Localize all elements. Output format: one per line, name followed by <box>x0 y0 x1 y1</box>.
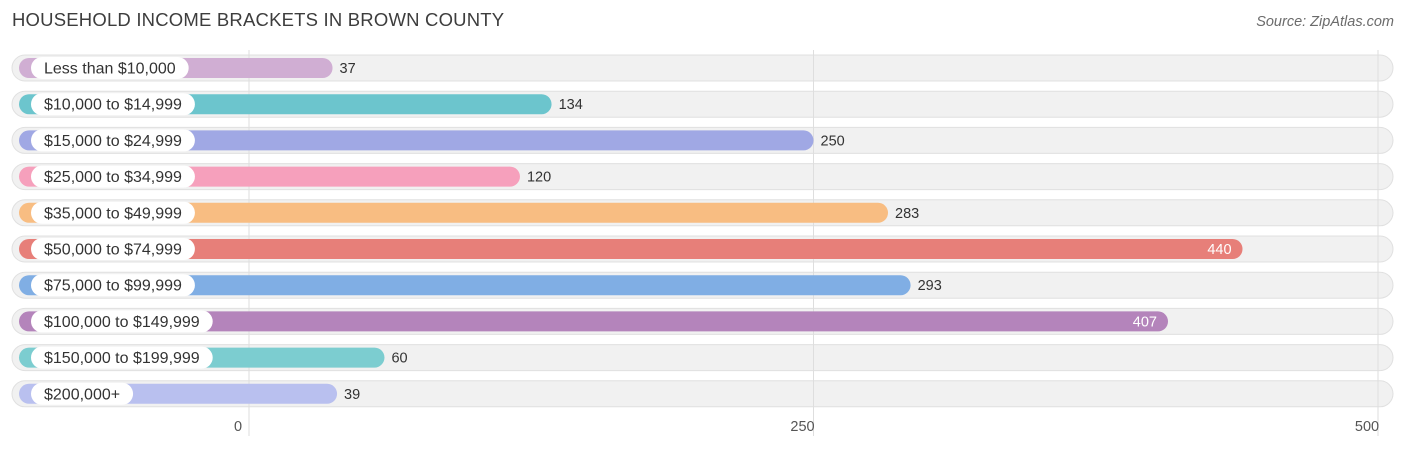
bar <box>19 239 1243 259</box>
bar <box>19 275 911 296</box>
category-label-pill <box>31 129 195 152</box>
tick-label: 250 <box>790 419 814 435</box>
category-label: $75,000 to $99,999 <box>44 278 182 295</box>
category-label: $35,000 to $49,999 <box>44 205 182 222</box>
chart-source: Source: ZipAtlas.com <box>1256 14 1394 30</box>
value-label: 407 <box>1133 314 1157 330</box>
category-label-pill <box>31 274 195 297</box>
value-label: 440 <box>1207 242 1231 258</box>
value-labels: 37 134 250 120 283 440 293 407 60 39 <box>340 61 1232 403</box>
value-label: 39 <box>344 387 360 403</box>
value-label: 60 <box>391 351 407 367</box>
tick-label: 500 <box>1355 419 1379 435</box>
value-label: 283 <box>895 206 919 222</box>
bar <box>19 311 1169 332</box>
x-axis-ticks: 0 250 500 <box>234 419 1379 435</box>
chart-title: HOUSEHOLD INCOME BRACKETS IN BROWN COUNT… <box>12 9 505 30</box>
category-label-pill <box>31 238 195 260</box>
category-label-pill <box>31 93 195 116</box>
row-background <box>11 54 1394 82</box>
category-label: $50,000 to $74,999 <box>44 242 182 259</box>
value-label: 37 <box>340 61 356 77</box>
category-labels: Less than $10,000 $10,000 to $14,999 $15,0… <box>31 57 213 405</box>
category-label: $200,000+ <box>44 386 120 403</box>
category-label: $25,000 to $34,999 <box>44 169 182 186</box>
category-label-pill <box>31 310 213 333</box>
bar <box>19 202 889 223</box>
bar <box>19 130 814 151</box>
value-label: 293 <box>918 278 942 294</box>
category-label: Less than $10,000 <box>44 61 176 78</box>
value-label: 134 <box>559 97 583 113</box>
category-label-pill <box>31 201 195 224</box>
category-label-pill <box>31 57 189 79</box>
value-label: 250 <box>821 133 845 149</box>
category-label-pill <box>31 346 213 369</box>
category-label: $150,000 to $199,999 <box>44 350 200 367</box>
category-label-pill <box>31 382 134 405</box>
category-label: $10,000 to $14,999 <box>44 97 182 114</box>
category-label: $100,000 to $149,999 <box>44 314 200 331</box>
category-label: $15,000 to $24,999 <box>44 133 182 150</box>
row-background <box>11 380 1394 408</box>
category-label-pill <box>31 165 195 188</box>
value-label: 120 <box>527 170 551 186</box>
bars <box>19 58 1243 404</box>
tick-label: 0 <box>234 419 242 435</box>
